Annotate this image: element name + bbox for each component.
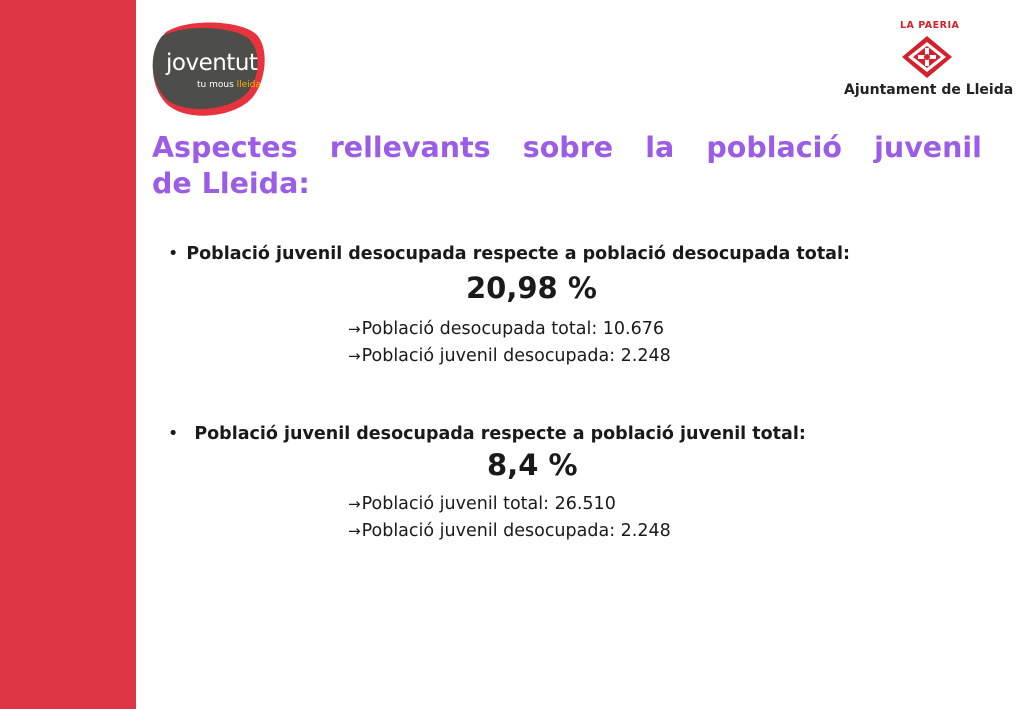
side-bar xyxy=(0,0,136,709)
value-1: 20,98 % xyxy=(466,271,597,305)
sub-item: →Població juvenil desocupada: 2.248 xyxy=(348,346,671,366)
joventut-tagline: tu mous lleida xyxy=(197,80,261,90)
paeria-label: LA PAERIA xyxy=(900,20,960,31)
arrow-icon: → xyxy=(348,522,361,540)
page-title: Aspectes rellevants sobre la població ju… xyxy=(152,130,982,202)
bullet-2-text: Població juvenil desocupada respecte a p… xyxy=(194,424,806,444)
bullet-1: • Població juvenil desocupada respecte a … xyxy=(168,244,850,264)
bullet-1-text: Població juvenil desocupada respecte a p… xyxy=(186,244,850,264)
arrow-icon: → xyxy=(348,320,361,338)
sub-item: →Població juvenil total: 26.510 xyxy=(348,494,616,514)
sub-item: →Població juvenil desocupada: 2.248 xyxy=(348,521,671,541)
value-2: 8,4 % xyxy=(487,448,578,482)
arrow-icon: → xyxy=(348,347,361,365)
joventut-wordmark: joventut xyxy=(166,50,258,76)
sub-item: →Població desocupada total: 10.676 xyxy=(348,319,665,339)
title-line-2: de Lleida: xyxy=(152,167,310,200)
joventut-logo-shape xyxy=(152,22,265,116)
title-line-1: Aspectes rellevants sobre la població ju… xyxy=(152,131,982,164)
bullet-2: • Població juvenil desocupada respecte a … xyxy=(168,424,806,444)
coat-of-arms-icon xyxy=(902,36,952,78)
paeria-logo: LA PAERIA Ajuntament de Lleida xyxy=(836,20,1016,102)
joventut-logo: joventut tu mous lleida xyxy=(148,22,266,118)
arrow-icon: → xyxy=(348,495,361,513)
paeria-name: Ajuntament de Lleida xyxy=(844,82,1014,98)
